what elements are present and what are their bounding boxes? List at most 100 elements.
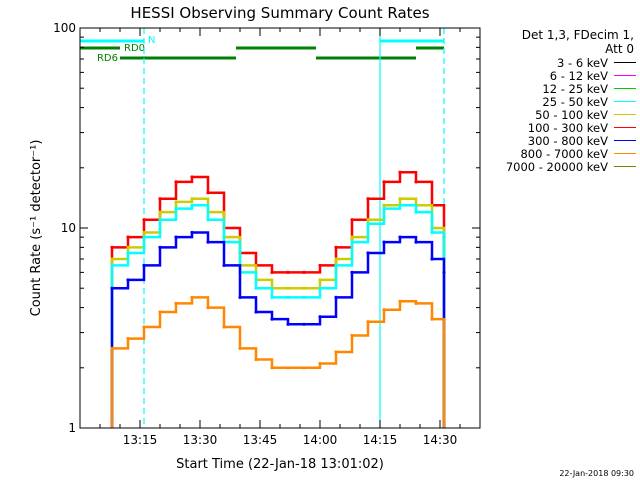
data-point bbox=[366, 197, 370, 201]
data-point bbox=[382, 203, 386, 207]
data-point bbox=[270, 366, 274, 370]
legend-swatch bbox=[614, 75, 636, 76]
data-point bbox=[190, 203, 194, 207]
legend-entry-label: 7000 - 20000 keV bbox=[505, 159, 608, 174]
data-point bbox=[142, 230, 146, 235]
legend-entries: 3 - 6 keV 6 - 12 keV 12 - 25 keV 25 - 50 ke… bbox=[484, 56, 636, 174]
data-point bbox=[382, 240, 386, 244]
data-point bbox=[334, 245, 338, 249]
data-point bbox=[398, 197, 402, 201]
data-point bbox=[382, 308, 386, 312]
data-point bbox=[206, 191, 210, 195]
data-point bbox=[126, 245, 130, 249]
data-point bbox=[286, 270, 290, 274]
legend-entry: 100 - 300 keV bbox=[484, 120, 636, 135]
timestamp: 22-Jan-2018 09:30 bbox=[559, 469, 634, 478]
data-point bbox=[158, 197, 162, 201]
data-point bbox=[174, 180, 178, 184]
chart-title: HESSI Observing Summary Count Rates bbox=[130, 4, 429, 22]
data-point bbox=[254, 286, 258, 290]
data-point bbox=[414, 301, 418, 305]
legend-entry-label: 25 - 50 keV bbox=[542, 94, 608, 109]
data-point bbox=[430, 257, 434, 261]
x-tick-label: 14:00 bbox=[303, 433, 338, 447]
legend-entry-label: 300 - 800 keV bbox=[527, 133, 608, 148]
legend-swatch bbox=[614, 62, 636, 63]
legend-entry: 50 - 100 keV bbox=[484, 107, 636, 122]
data-point bbox=[414, 240, 418, 244]
data-point bbox=[110, 263, 114, 268]
data-point bbox=[126, 278, 130, 282]
data-point bbox=[398, 235, 402, 239]
data-point bbox=[302, 270, 306, 274]
data-point bbox=[302, 366, 306, 370]
legend-swatch bbox=[614, 153, 636, 154]
data-point bbox=[302, 295, 306, 299]
data-point bbox=[350, 235, 354, 239]
data-point bbox=[174, 235, 178, 239]
data-point bbox=[398, 170, 402, 174]
data-point bbox=[366, 222, 370, 226]
y-tick-label: 10 bbox=[61, 221, 76, 235]
legend-swatch bbox=[614, 127, 636, 128]
data-point bbox=[126, 251, 130, 255]
data-point bbox=[238, 295, 242, 299]
legend: Det 1,3, FDecim 1, Att 0 3 - 6 keV 6 - 12… bbox=[484, 28, 636, 174]
data-point bbox=[126, 235, 130, 239]
data-point bbox=[366, 320, 370, 324]
data-point bbox=[158, 245, 162, 249]
data-point bbox=[286, 322, 290, 326]
data-point bbox=[190, 175, 194, 179]
legend-entry-label: 6 - 12 keV bbox=[549, 68, 608, 83]
legend-entry: 7000 - 20000 keV bbox=[484, 159, 636, 174]
data-point bbox=[190, 230, 194, 235]
data-point bbox=[398, 299, 402, 303]
data-point bbox=[110, 245, 114, 249]
legend-swatch bbox=[614, 101, 636, 102]
legend-entry-label: 100 - 300 keV bbox=[527, 120, 608, 135]
series-line bbox=[110, 203, 446, 428]
data-point bbox=[142, 235, 146, 239]
legend-swatch bbox=[614, 140, 636, 141]
data-point bbox=[238, 346, 242, 351]
data-point bbox=[174, 301, 178, 305]
y-axis-label: Count Rate (s⁻¹ detector⁻¹) bbox=[29, 140, 44, 317]
data-point bbox=[350, 270, 354, 274]
series-line bbox=[110, 170, 446, 428]
mode-bar-label: RD0 bbox=[124, 43, 145, 54]
data-point bbox=[110, 346, 114, 351]
data-point bbox=[318, 286, 322, 290]
data-point bbox=[174, 200, 178, 204]
data-point bbox=[350, 240, 354, 244]
series-line bbox=[110, 197, 446, 428]
data-point bbox=[142, 263, 146, 268]
legend-entry: 300 - 800 keV bbox=[484, 133, 636, 148]
data-point bbox=[398, 203, 402, 207]
data-point bbox=[382, 207, 386, 211]
data-point bbox=[318, 278, 322, 282]
data-point bbox=[414, 180, 418, 184]
data-point bbox=[158, 210, 162, 214]
data-point bbox=[206, 305, 210, 310]
data-point bbox=[110, 257, 114, 261]
data-point bbox=[350, 333, 354, 338]
data-point bbox=[190, 197, 194, 201]
y-tick-label: 100 bbox=[53, 21, 76, 35]
data-point bbox=[142, 325, 146, 329]
x-tick-label: 13:15 bbox=[123, 433, 158, 447]
data-point bbox=[334, 295, 338, 299]
x-tick-label: 14:30 bbox=[423, 433, 458, 447]
y-tick-label: 1 bbox=[68, 421, 76, 435]
data-point bbox=[430, 230, 434, 235]
legend-entry: 25 - 50 keV bbox=[484, 94, 636, 109]
data-point bbox=[286, 366, 290, 370]
data-point bbox=[206, 240, 210, 244]
data-point bbox=[442, 251, 446, 255]
legend-entry-label: 800 - 7000 keV bbox=[520, 146, 608, 161]
data-point bbox=[222, 263, 226, 268]
legend-entry-label: 50 - 100 keV bbox=[535, 107, 608, 122]
legend-entry-label: 12 - 25 keV bbox=[542, 81, 608, 96]
data-point bbox=[318, 315, 322, 319]
